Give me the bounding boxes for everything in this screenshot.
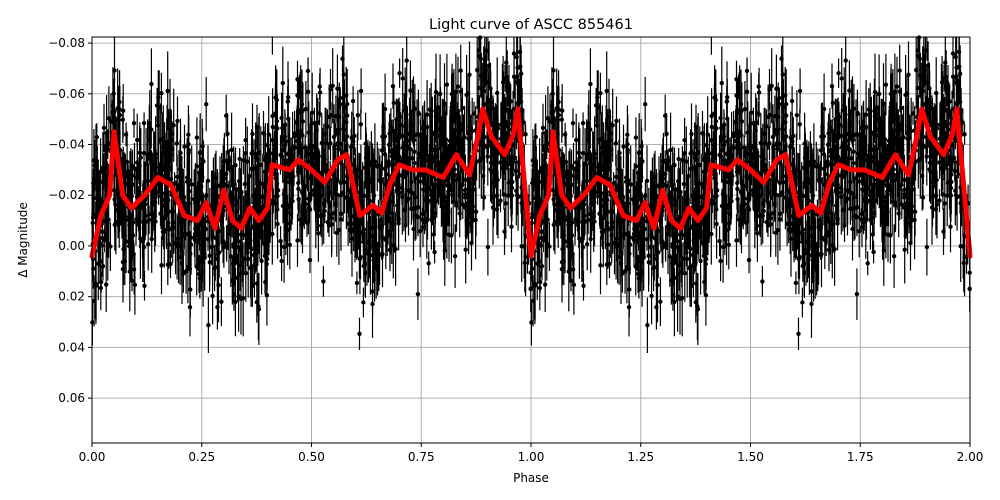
x-tick-label: 1.50 <box>737 450 764 464</box>
y-tick-label: 0.02 <box>58 290 85 304</box>
x-tick-label: 0.75 <box>408 450 435 464</box>
y-tick-label: −0.06 <box>48 87 85 101</box>
x-tick-label: 1.00 <box>518 450 545 464</box>
y-tick-label: 0.00 <box>58 239 85 253</box>
y-tick-label: −0.04 <box>48 138 85 152</box>
x-tick-label: 0.25 <box>188 450 215 464</box>
x-axis-label: Phase <box>513 471 549 485</box>
x-tick-label: 0.50 <box>298 450 325 464</box>
y-tick-label: −0.08 <box>48 36 85 50</box>
y-tick-label: 0.06 <box>58 391 85 405</box>
x-tick-label: 0.00 <box>79 450 106 464</box>
chart-title: Light curve of ASCC 855461 <box>429 17 633 33</box>
y-axis-label: Δ Magnitude <box>16 202 30 278</box>
y-tick-label: 0.04 <box>58 340 85 354</box>
x-tick-label: 1.75 <box>847 450 874 464</box>
y-axis-ticks: −0.08 −0.06 −0.04 −0.02 0.00 0.02 0.04 0.06 <box>48 36 92 405</box>
model-curve <box>89 106 973 259</box>
x-tick-label: 2.00 <box>957 450 984 464</box>
y-tick-label: −0.02 <box>48 188 85 202</box>
x-axis-ticks: 0.00 0.25 0.50 0.75 1.00 1.25 1.50 1.75 2.00 <box>79 443 984 464</box>
x-tick-label: 1.25 <box>627 450 654 464</box>
